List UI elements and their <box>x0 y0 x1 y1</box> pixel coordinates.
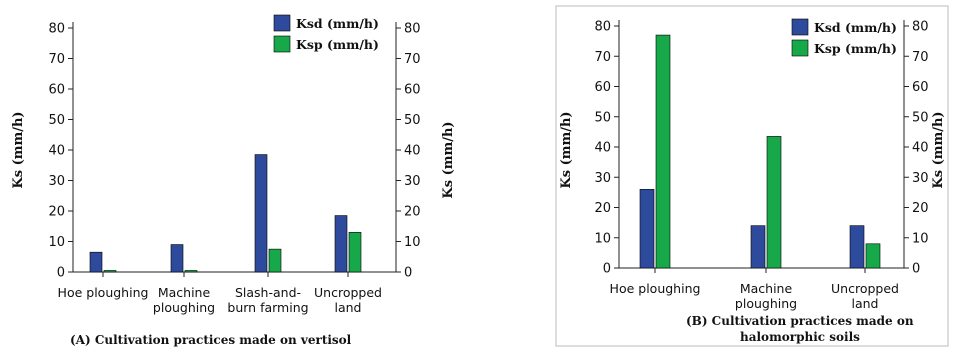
chart-b-legend-ksp-label: Ksp (mm/h) <box>814 41 897 56</box>
chart-b-title-line2: halomorphic soils <box>740 330 860 344</box>
chart-a-right-ylabel: Ks (mm/h) <box>441 121 456 198</box>
chart-a-bar-ksd <box>89 251 103 273</box>
chart-a-left-tick-label: 70 <box>48 52 65 67</box>
chart-a-left-tick-label: 40 <box>48 144 65 159</box>
chart-a-left-tick-label: 80 <box>48 22 65 37</box>
chart-b-bar-ksp <box>655 34 671 269</box>
chart-b-bar-ksp <box>766 136 782 269</box>
chart-a-legend-ksd-swatch <box>273 14 291 32</box>
chart-a-right-tick-label: 80 <box>404 22 421 37</box>
chart-a-bar-ksd <box>254 154 268 273</box>
chart-a-legend-ksd-label: Ksd (mm/h) <box>296 16 379 31</box>
chart-b-right-tick-label: 40 <box>912 141 929 156</box>
chart-a-right-tick-label: 20 <box>404 205 421 220</box>
chart-a-left-tick-label: 30 <box>48 174 65 189</box>
chart-a-right-tick-label: 40 <box>404 144 421 159</box>
chart-b-left-tick-label: 40 <box>594 141 611 156</box>
chart-b-left-tick-label: 50 <box>594 110 611 125</box>
chart-b-bar-ksd <box>639 189 655 269</box>
chart-b-left-tick-label: 60 <box>594 80 611 95</box>
chart-b-left-tick-label: 0 <box>603 262 611 277</box>
chart-a-legend: Ksd (mm/h) Ksp (mm/h) <box>273 14 379 53</box>
chart-a-left-tick-label: 50 <box>48 113 65 128</box>
chart-a-right-tick-label: 70 <box>404 52 421 67</box>
chart-b-legend-ksd-swatch <box>791 18 809 36</box>
chart-b-bar-ksd <box>750 225 766 269</box>
chart-b-right-tick-label: 10 <box>912 231 929 246</box>
chart-a-x-tick-label: Slash-and-burn farming <box>227 285 308 315</box>
chart-b-left-ylabel: Ks (mm/h) <box>559 111 574 188</box>
chart-a-x-tick-label: Uncropped land <box>314 285 382 315</box>
chart-a-right-tick-label: 0 <box>404 266 412 281</box>
chart-a-x-tick-label: Hoe ploughing <box>58 285 149 300</box>
chart-b-x-tick-label: Machine ploughing <box>735 281 797 311</box>
chart-a-plot: 0 0 10 10 20 20 30 30 40 40 50 50 60 60 70 70 80 80 Hoe pl… <box>48 22 420 316</box>
chart-b: Ks (mm/h) Ks (mm/h) Ksd (mm/h) Ksp (mm/h… <box>555 5 949 347</box>
chart-a-bar-ksp <box>184 270 198 273</box>
chart-a-bar-ksp <box>268 248 282 273</box>
chart-b-bar-ksd <box>849 225 865 269</box>
chart-b-left-tick-label: 70 <box>594 50 611 65</box>
chart-b-right-tick-label: 60 <box>912 80 929 95</box>
chart-a-right-tick-label: 10 <box>404 235 421 250</box>
chart-a-title: (A) Cultivation practices made on vertis… <box>70 333 352 347</box>
chart-b-left-tick-label: 10 <box>594 231 611 246</box>
chart-b-left-tick-label: 80 <box>594 20 611 35</box>
chart-a-right-tick-label: 30 <box>404 174 421 189</box>
chart-a-x-tick-label: Machine ploughing <box>153 285 215 315</box>
chart-b-legend-ksd-label: Ksd (mm/h) <box>814 20 897 35</box>
chart-b-right-ylabel: Ks (mm/h) <box>931 111 946 188</box>
chart-b-right-tick-label: 20 <box>912 201 929 216</box>
chart-b-panel-border <box>555 5 949 347</box>
chart-b-legend: Ksd (mm/h) Ksp (mm/h) <box>791 18 897 57</box>
chart-b-right-tick-label: 0 <box>912 262 920 277</box>
chart-a-left-tick-label: 0 <box>57 266 65 281</box>
chart-a-bar-ksd <box>334 215 348 273</box>
chart-b-left-tick-label: 20 <box>594 201 611 216</box>
chart-a-left-tick-label: 10 <box>48 235 65 250</box>
chart-b-left-tick-label: 30 <box>594 171 611 186</box>
chart-b-right-tick-label: 50 <box>912 110 929 125</box>
chart-a-left-ylabel: Ks (mm/h) <box>11 111 26 188</box>
chart-a-left-tick-label: 60 <box>48 83 65 98</box>
chart-a-legend-ksp-swatch <box>273 35 291 53</box>
chart-b-legend-ksp-swatch <box>791 39 809 57</box>
chart-b-bar-ksp <box>865 243 881 269</box>
chart-b-right-tick-label: 70 <box>912 50 929 65</box>
chart-b-right-tick-label: 80 <box>912 20 929 35</box>
chart-a-legend-ksp-label: Ksp (mm/h) <box>296 37 379 52</box>
chart-a-right-tick-label: 50 <box>404 113 421 128</box>
chart-b-plot: 0 0 10 10 20 20 30 30 40 40 50 50 60 60 70 70 80 80 Hoe pl… <box>594 20 928 312</box>
chart-a-bar-ksp <box>348 232 362 273</box>
chart-b-right-tick-label: 30 <box>912 171 929 186</box>
chart-a-right-tick-label: 60 <box>404 83 421 98</box>
chart-a-bar-ksd <box>170 244 184 273</box>
chart-a-bar-ksp <box>103 270 117 273</box>
chart-a-left-tick-label: 20 <box>48 205 65 220</box>
chart-b-x-tick-label: Hoe ploughing <box>610 281 701 296</box>
chart-b-x-tick-label: Uncropped land <box>831 281 899 311</box>
chart-a: Ks (mm/h) Ks (mm/h) Ksd (mm/h) Ksp (mm/h… <box>11 14 456 347</box>
chart-b-title-line1: (B) Cultivation practices made on <box>686 314 914 328</box>
